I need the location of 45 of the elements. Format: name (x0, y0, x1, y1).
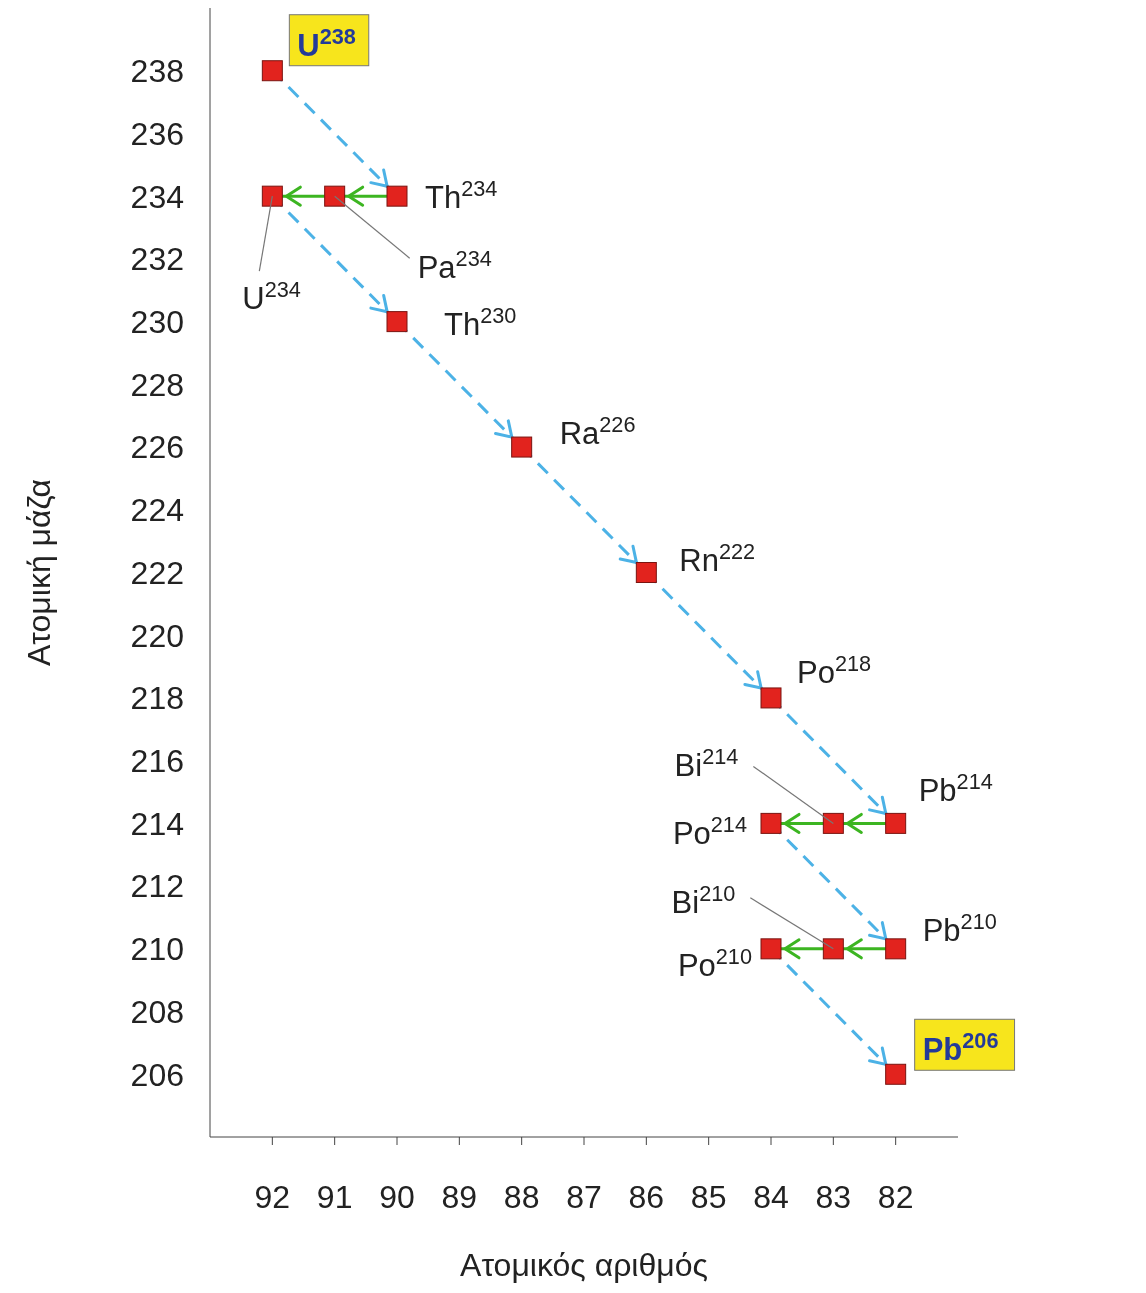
y-tick-label: 232 (130, 241, 184, 278)
y-tick-label: 228 (130, 366, 184, 403)
y-tick-label: 212 (130, 868, 184, 905)
x-tick-label: 90 (379, 1178, 415, 1215)
annotation: Th$^{234}$ (425, 175, 498, 216)
annotation: Po$^{218}$ (797, 650, 872, 690)
annotation: U$^{234}$ (242, 276, 301, 317)
annotation: Po$^{210}$ (677, 943, 752, 983)
y-tick-label: 230 (130, 303, 184, 340)
annotation: Bi$^{214}$ (674, 743, 739, 784)
x-axis-title: Ατομικός αριθμός (460, 1247, 708, 1283)
annotation: Pb$^{214}$ (918, 768, 993, 809)
x-tick-label: 85 (690, 1178, 727, 1215)
y-tick-label: 226 (130, 429, 184, 466)
annotation: U$^{238}$ (297, 23, 356, 63)
x-tick-label: 86 (628, 1178, 665, 1215)
annotation: Ra$^{226}$ (559, 411, 636, 452)
y-tick-label: 234 (130, 178, 184, 215)
y-tick-label: 214 (130, 805, 184, 842)
y-tick-label: 210 (130, 931, 184, 968)
annotation: Bi$^{210}$ (671, 880, 736, 920)
x-tick-label: 88 (503, 1178, 540, 1215)
y-tick-label: 224 (130, 492, 184, 529)
annotation: Th$^{230}$ (444, 302, 517, 342)
y-tick-label: 220 (130, 617, 184, 654)
x-tick-label: 91 (316, 1178, 353, 1215)
y-tick-label: 236 (130, 115, 184, 152)
x-tick-label: 84 (753, 1178, 789, 1215)
y-tick-label: 208 (130, 993, 184, 1030)
y-tick-label: 216 (130, 743, 184, 780)
annotation: Pa$^{234}$ (417, 245, 492, 286)
x-tick-label: 89 (441, 1178, 478, 1215)
x-tick-label: 82 (877, 1178, 914, 1215)
annotation: Pb$^{210}$ (922, 908, 997, 948)
y-tick-label: 222 (130, 554, 184, 591)
annotation: Po$^{214}$ (672, 811, 747, 852)
y-tick-label: 238 (130, 53, 184, 90)
y-tick-label: 218 (130, 680, 184, 717)
annotation: Rn$^{222}$ (679, 538, 756, 578)
annotation: Pb$^{206}$ (922, 1027, 999, 1068)
x-tick-label: 92 (254, 1178, 291, 1215)
y-axis-title: Ατομική μάζα (21, 479, 57, 666)
y-tick-label: 206 (130, 1056, 184, 1093)
x-tick-label: 87 (566, 1178, 602, 1215)
x-tick-label: 83 (815, 1178, 852, 1215)
